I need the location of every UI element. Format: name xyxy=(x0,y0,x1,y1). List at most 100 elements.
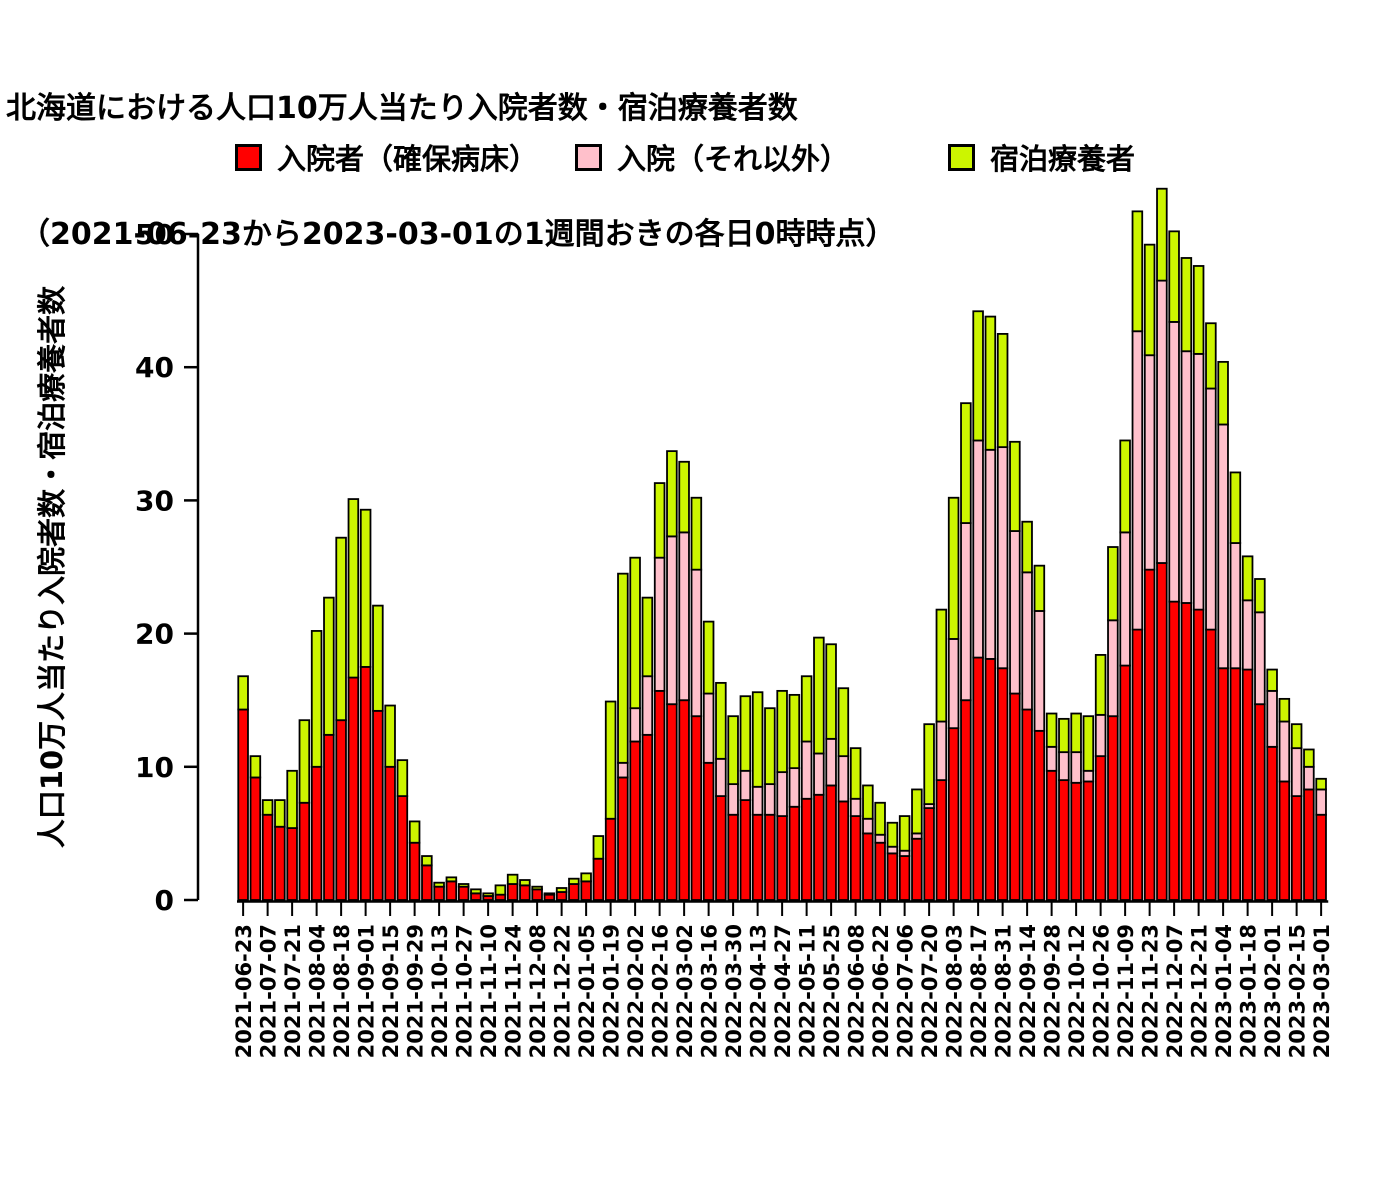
bar-segment xyxy=(1143,568,1156,901)
x-tick-label: 2022-03-02 xyxy=(673,924,697,1058)
bar-segment xyxy=(1094,755,1107,901)
bar-segment xyxy=(1070,781,1082,901)
bar-segment xyxy=(445,880,458,901)
bar-segment xyxy=(813,752,825,796)
bar-segment xyxy=(776,689,788,774)
bar-segment xyxy=(323,733,335,901)
bar-segment xyxy=(825,784,837,901)
bar-segment xyxy=(274,825,286,901)
bar-segment xyxy=(849,797,862,817)
bar-segment xyxy=(1009,692,1021,901)
bar-segment xyxy=(261,799,274,816)
legend-swatch-green xyxy=(948,143,975,171)
bar-segment xyxy=(1254,578,1266,614)
bar-segment xyxy=(690,568,703,718)
bar-segment xyxy=(923,723,935,805)
bar-segment xyxy=(1033,610,1046,732)
bar-segment xyxy=(445,876,458,883)
bar-segment xyxy=(519,884,531,901)
bar-segment xyxy=(1131,210,1144,333)
x-tick-label: 2022-10-12 xyxy=(1065,924,1089,1058)
x-tick-label: 2022-10-26 xyxy=(1090,924,1114,1058)
bar-segment xyxy=(960,522,972,702)
bar-segment xyxy=(237,708,249,901)
bar-segment xyxy=(1180,257,1193,353)
bar-segment xyxy=(666,450,678,538)
bar-segment xyxy=(1205,628,1217,901)
bar-segment xyxy=(1058,717,1070,754)
bar-segment xyxy=(347,676,360,901)
bar-segment xyxy=(555,891,568,901)
bar-segment xyxy=(715,795,727,901)
bar-segment xyxy=(862,817,874,835)
x-tick-label: 2022-01-19 xyxy=(600,924,624,1058)
bar-segment xyxy=(653,689,666,901)
x-tick-label: 2022-11-23 xyxy=(1139,924,1163,1058)
bar-segment xyxy=(1009,530,1021,695)
bar-segment xyxy=(1107,546,1119,622)
bar-segment xyxy=(1217,423,1229,670)
bar-segment xyxy=(604,817,617,901)
bar-segment xyxy=(323,596,335,736)
bar-segment xyxy=(739,799,752,901)
bar-segment xyxy=(237,675,249,711)
bar-segment xyxy=(776,815,788,901)
bar-segment xyxy=(408,841,421,901)
bar-segment xyxy=(1045,712,1058,748)
x-tick-label: 2022-03-16 xyxy=(698,924,722,1058)
bar-segment xyxy=(1131,330,1144,631)
bar-segment xyxy=(1241,599,1254,671)
bar-segment xyxy=(1156,279,1168,564)
bar-segment xyxy=(1205,322,1217,390)
bar-segment xyxy=(543,892,556,896)
bar-segment xyxy=(1143,243,1156,357)
bar-segment xyxy=(1058,751,1070,782)
bar-segment xyxy=(739,695,752,772)
bar-segment xyxy=(580,880,592,901)
bar-segment xyxy=(776,771,788,817)
x-tick-label: 2022-05-25 xyxy=(820,924,844,1058)
bar-segment xyxy=(764,783,776,816)
bar-segment xyxy=(629,556,641,710)
bar-segment xyxy=(886,821,899,848)
bar-segment xyxy=(751,785,764,816)
x-tick-label: 2022-12-07 xyxy=(1163,924,1187,1058)
bar-segment xyxy=(1290,723,1303,750)
bar-segment xyxy=(335,536,347,722)
bar-segment xyxy=(1143,354,1156,571)
y-tick-label: 30 xyxy=(135,484,174,517)
bar-segment xyxy=(1033,729,1046,901)
bar-segment xyxy=(1266,668,1278,692)
x-tick-label: 2021-07-07 xyxy=(257,924,281,1058)
x-tick-label: 2022-12-21 xyxy=(1188,924,1212,1058)
bar-segment xyxy=(555,887,568,893)
bar-segment xyxy=(1266,745,1278,901)
bar-segment xyxy=(825,643,837,740)
x-tick-label: 2021-09-29 xyxy=(404,924,428,1058)
bar-segment xyxy=(911,837,923,901)
x-tick-label: 2022-04-27 xyxy=(771,924,795,1058)
bar-segment xyxy=(1192,608,1205,901)
bar-segment xyxy=(1241,555,1254,602)
bar-segment xyxy=(1156,187,1168,282)
bar-segment xyxy=(1070,712,1082,754)
bar-segment xyxy=(653,556,666,692)
bar-segment xyxy=(862,784,874,820)
bar-segment xyxy=(935,608,948,723)
chart-title: 北海道における人口10万人当たり入院者数・宿泊療養者数 xyxy=(6,91,798,126)
bar-segment xyxy=(1315,788,1327,816)
bar-segment xyxy=(249,776,262,901)
bar-segment xyxy=(1229,542,1242,670)
bar-segment xyxy=(837,687,850,758)
bar-segment xyxy=(494,884,507,896)
bar-segment xyxy=(1192,265,1205,355)
bar-segment xyxy=(372,709,384,901)
bar-segment xyxy=(813,636,825,755)
bar-segment xyxy=(1168,321,1180,603)
bar-segment xyxy=(421,864,433,901)
bar-segment xyxy=(629,707,641,743)
bar-segment xyxy=(715,681,727,760)
bar-segment xyxy=(421,855,433,867)
bar-segment xyxy=(506,873,519,885)
bar-segment xyxy=(1107,619,1119,718)
